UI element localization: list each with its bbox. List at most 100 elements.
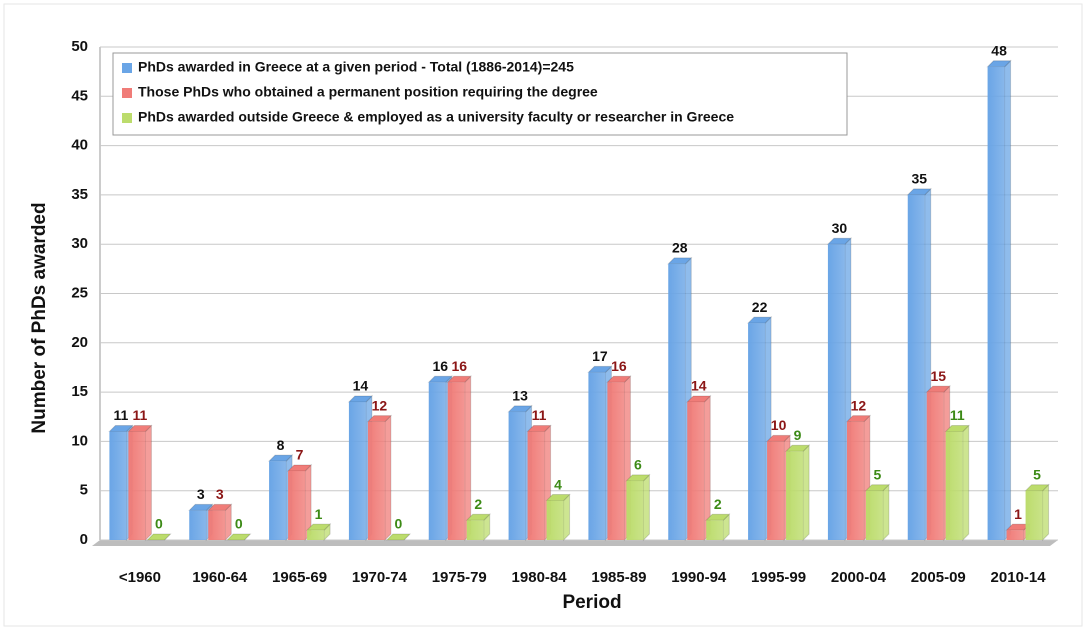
data-label: 2 (474, 496, 482, 512)
bar (1006, 530, 1024, 540)
bar (687, 401, 705, 540)
data-label: 22 (752, 299, 768, 315)
data-label: 48 (991, 42, 1007, 58)
data-label: 1 (1014, 506, 1022, 522)
y-tick-label: 0 (80, 531, 88, 548)
x-tick-label: 1975-79 (432, 569, 487, 586)
bar (926, 392, 944, 540)
bar (128, 431, 146, 540)
bar (846, 421, 864, 540)
bar (466, 520, 484, 540)
data-label: 16 (451, 358, 467, 374)
data-label: 16 (611, 358, 627, 374)
x-tick-label: 2010-14 (991, 569, 1047, 586)
bar (626, 480, 644, 540)
data-label: 10 (771, 417, 787, 433)
data-label: 35 (911, 171, 927, 187)
bar (706, 520, 724, 540)
bar-side (1042, 483, 1050, 542)
y-tick-label: 50 (71, 38, 88, 55)
y-tick-label: 10 (71, 432, 88, 449)
data-label: 14 (353, 378, 369, 394)
data-label: 4 (554, 476, 562, 492)
bar-side (1004, 59, 1012, 542)
bar-top (385, 533, 412, 541)
bar (668, 263, 686, 540)
data-label: 17 (592, 348, 608, 364)
y-tick-label: 20 (71, 334, 88, 351)
bar (827, 244, 845, 540)
bar-side (144, 424, 152, 542)
data-label: 3 (197, 486, 205, 502)
legend-box (112, 52, 848, 136)
data-label: 6 (634, 457, 642, 473)
data-label: 16 (432, 358, 448, 374)
y-tick-label: 35 (71, 186, 88, 203)
data-label: 30 (832, 220, 848, 236)
x-tick-label: 1985-89 (591, 569, 646, 586)
legend-swatch (122, 113, 132, 123)
bar (607, 382, 625, 540)
data-label: 28 (672, 240, 688, 256)
bar (269, 461, 287, 540)
bar (865, 490, 883, 540)
bar-side (563, 493, 571, 542)
y-tick-label: 45 (71, 87, 88, 104)
data-label: 7 (296, 447, 304, 463)
data-label: 1 (315, 506, 323, 522)
bar (786, 451, 804, 540)
x-tick-label: 2000-04 (831, 569, 887, 586)
bar-top (226, 533, 252, 541)
bar-side (384, 414, 392, 542)
data-label: 0 (235, 516, 243, 532)
bar (1025, 490, 1043, 540)
bar (428, 382, 446, 540)
legend-label: Those PhDs who obtained a permanent posi… (138, 84, 598, 100)
bar (987, 66, 1005, 540)
x-tick-label: <1960 (119, 569, 161, 586)
bar (508, 411, 526, 540)
bar (907, 194, 925, 540)
x-tick-label: 1960-64 (192, 569, 248, 586)
data-label: 12 (851, 397, 867, 413)
bar (348, 401, 366, 540)
y-axis-label: Number of PhDs awarded (29, 202, 50, 433)
data-label: 12 (372, 397, 388, 413)
bar (527, 431, 545, 540)
data-label: 5 (874, 466, 882, 482)
y-tick-label: 30 (71, 235, 88, 252)
data-label: 0 (395, 516, 403, 532)
data-label: 9 (794, 427, 802, 443)
bar (307, 530, 325, 540)
legend-label: PhDs awarded outside Greece & employed a… (138, 109, 734, 125)
x-tick-label: 1965-69 (272, 569, 327, 586)
x-axis-label: Period (562, 592, 621, 613)
bar (546, 500, 564, 540)
legend-swatch (122, 63, 132, 73)
bar (767, 441, 785, 540)
data-label: 13 (512, 388, 528, 404)
y-tick-label: 40 (71, 137, 88, 154)
data-label: 11 (950, 407, 965, 423)
data-label: 0 (155, 516, 163, 532)
bar-side (802, 444, 810, 542)
y-tick-label: 15 (71, 383, 88, 400)
data-label: 11 (114, 407, 129, 423)
x-tick-label: 1980-84 (512, 569, 568, 586)
bar (447, 382, 465, 540)
x-tick-label: 1995-99 (751, 569, 806, 586)
legend-label: PhDs awarded in Greece at a given period… (138, 59, 574, 75)
bar (189, 510, 207, 540)
bar-top (146, 533, 172, 541)
bar (367, 421, 385, 540)
bar (288, 470, 306, 540)
data-label: 2 (714, 496, 722, 512)
bar-side (464, 375, 472, 542)
bar (208, 510, 226, 540)
floor (92, 540, 1058, 546)
data-label: 11 (532, 407, 547, 423)
x-tick-label: 2005-09 (911, 569, 966, 586)
data-label: 3 (216, 486, 224, 502)
y-tick-label: 5 (80, 482, 88, 499)
